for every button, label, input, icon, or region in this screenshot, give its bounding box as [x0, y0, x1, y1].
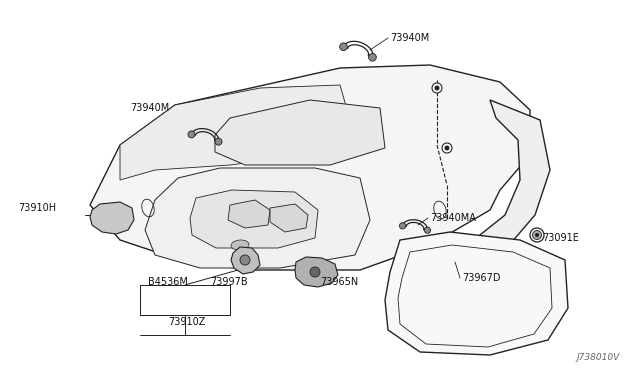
Text: 73910Z: 73910Z: [168, 317, 205, 327]
Circle shape: [535, 233, 539, 237]
Text: J738010V: J738010V: [577, 353, 620, 362]
Polygon shape: [231, 247, 260, 274]
Text: 73940M: 73940M: [390, 33, 429, 43]
Circle shape: [442, 143, 452, 153]
Circle shape: [188, 131, 195, 138]
Ellipse shape: [231, 240, 249, 250]
Circle shape: [435, 86, 440, 90]
Text: B4536M: B4536M: [148, 277, 188, 287]
Polygon shape: [120, 85, 350, 180]
Circle shape: [340, 43, 348, 51]
Circle shape: [432, 83, 442, 93]
Circle shape: [215, 138, 222, 145]
Text: 73940MA: 73940MA: [430, 213, 476, 223]
Circle shape: [424, 227, 431, 233]
Polygon shape: [190, 190, 318, 248]
Circle shape: [445, 145, 449, 151]
Polygon shape: [90, 65, 530, 270]
Circle shape: [530, 228, 544, 242]
Polygon shape: [215, 100, 385, 165]
Circle shape: [369, 54, 376, 61]
Polygon shape: [270, 204, 308, 232]
Polygon shape: [228, 200, 270, 228]
Text: 73091E: 73091E: [542, 233, 579, 243]
Circle shape: [399, 223, 406, 229]
Text: 73965N: 73965N: [320, 277, 358, 287]
Text: 73997B: 73997B: [210, 277, 248, 287]
Circle shape: [240, 255, 250, 265]
Polygon shape: [145, 168, 370, 268]
Text: 73967D: 73967D: [462, 273, 500, 283]
Text: 73940M: 73940M: [130, 103, 169, 113]
Polygon shape: [90, 202, 134, 234]
Polygon shape: [385, 232, 568, 355]
FancyBboxPatch shape: [140, 285, 230, 315]
Circle shape: [532, 231, 541, 240]
Text: 73910H: 73910H: [18, 203, 56, 213]
Polygon shape: [460, 100, 550, 260]
Circle shape: [310, 267, 320, 277]
Polygon shape: [295, 257, 338, 287]
